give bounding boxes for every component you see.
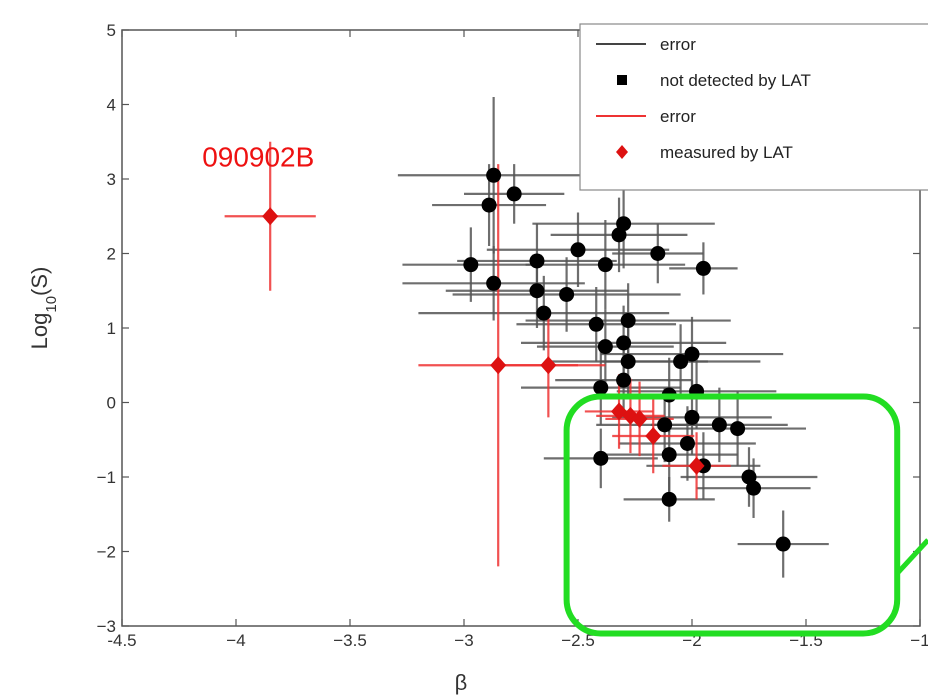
legend-label: error — [660, 35, 696, 54]
not-detected-point — [536, 305, 552, 321]
y-tick-label: 4 — [107, 96, 116, 115]
not-detected-point — [588, 316, 604, 332]
not-detected-point — [746, 480, 762, 496]
measured-point — [688, 456, 705, 475]
x-tick-label: −1 — [910, 631, 928, 650]
not-detected-point — [486, 167, 502, 183]
data-points — [262, 167, 791, 552]
y-tick-label: 5 — [107, 21, 116, 40]
highlight-box — [563, 393, 901, 637]
x-tick-label: −2.5 — [561, 631, 595, 650]
not-detected-point — [684, 346, 700, 362]
legend-label: not detected by LAT — [660, 71, 811, 90]
not-detected-point — [775, 536, 791, 552]
not-detected-point — [620, 354, 636, 370]
legend-label: error — [660, 107, 696, 126]
legend-box — [579, 23, 928, 191]
y-axis-label: Log10(S) — [27, 267, 60, 350]
x-tick-label: −3.5 — [333, 631, 367, 650]
highlight-callout — [563, 393, 928, 637]
not-detected-point — [616, 335, 632, 351]
not-detected-point — [695, 260, 711, 276]
not-detected-point — [673, 354, 689, 370]
not-detected-point — [506, 186, 522, 202]
not-detected-point — [711, 417, 727, 433]
not-detected-point — [650, 246, 666, 261]
not-detected-point — [529, 253, 545, 269]
x-axis-label: β — [455, 670, 468, 695]
x-tick-label: -4.5 — [107, 631, 136, 650]
not-detected-point — [529, 283, 545, 299]
not-detected-point — [679, 435, 695, 451]
x-tick-label: −3 — [454, 631, 473, 650]
y-tick-label: −3 — [97, 617, 116, 636]
not-detected-point — [611, 227, 627, 243]
legend-label: measured by LAT — [660, 143, 793, 162]
not-detected-point — [597, 339, 613, 355]
not-detected-point — [463, 257, 479, 273]
y-tick-label: −2 — [97, 543, 116, 562]
legend-diamond-marker — [616, 145, 628, 159]
y-tick-label: 0 — [107, 394, 116, 413]
annotations: 090902B — [202, 142, 314, 173]
not-detected-point — [486, 275, 502, 291]
not-detected-point — [481, 197, 497, 213]
measured-point — [540, 356, 557, 375]
not-detected-point — [570, 242, 586, 258]
measured-point — [262, 207, 279, 226]
y-tick-label: 3 — [107, 170, 116, 189]
measured-point — [645, 427, 662, 446]
legend-square-marker — [617, 75, 627, 85]
y-tick-label: 2 — [107, 245, 116, 264]
callout-line — [895, 538, 928, 576]
not-detected-point — [684, 409, 700, 425]
legend: error not detected by LAT error measured by… — [579, 23, 928, 191]
measured-point — [490, 356, 507, 375]
measured-point — [631, 409, 648, 428]
not-detected-point — [593, 380, 609, 396]
not-detected-point — [661, 447, 677, 463]
not-detected-point — [616, 372, 632, 388]
not-detected-point — [597, 257, 613, 273]
y-tick-label: −1 — [97, 468, 116, 487]
not-detected-point — [657, 417, 673, 433]
annotation-label: 090902B — [202, 142, 314, 173]
y-tick-label: 1 — [107, 319, 116, 338]
not-detected-point — [730, 421, 746, 437]
not-detected-point — [559, 286, 575, 302]
not-detected-point — [661, 491, 677, 507]
x-tick-label: −4 — [226, 631, 245, 650]
not-detected-point — [620, 313, 636, 329]
not-detected-point — [593, 450, 609, 466]
